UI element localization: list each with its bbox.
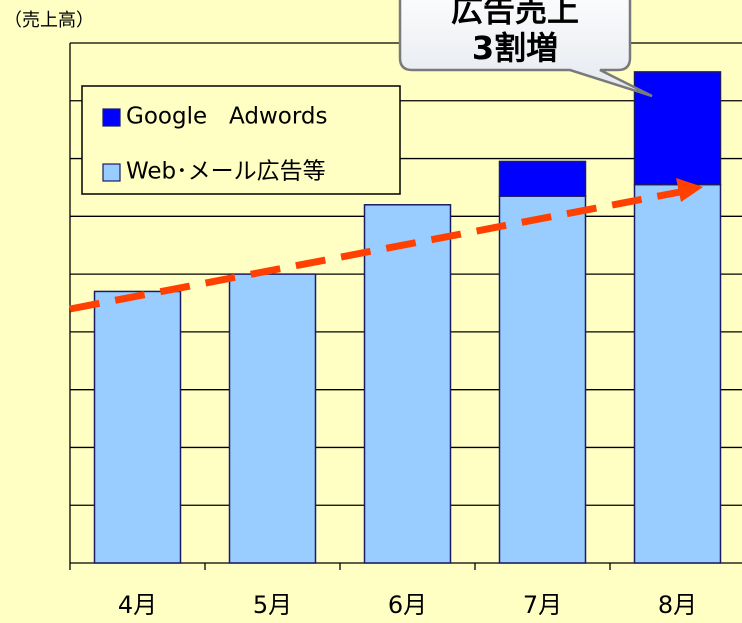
bar-segment: [498, 160, 587, 197]
overlay: 広告売上 3割増 Google Adwords Web･メール広告等: [69, 0, 703, 313]
legend-swatch: [102, 163, 121, 182]
bar-segment: [633, 71, 722, 186]
bar-segment: [633, 183, 722, 564]
legend-label: Web･メール広告等: [126, 159, 326, 185]
x-tick-label: 5月: [253, 591, 292, 619]
bar-segment: [498, 195, 587, 564]
arrow-head: [676, 178, 703, 202]
bar-segment: [228, 273, 317, 564]
x-tick-label: 4月: [118, 591, 157, 619]
legend-label: Google Adwords: [126, 104, 328, 130]
x-tick-label: 6月: [388, 591, 427, 619]
x-tick-label: 7月: [523, 591, 562, 619]
legend: [81, 85, 401, 195]
callout-text: 3割増: [472, 29, 558, 67]
bar-segment: [93, 290, 182, 564]
trend-arrow: [69, 188, 681, 313]
legend-swatch: [102, 108, 121, 127]
y-axis-label: （売上高）: [4, 10, 94, 31]
callout: [398, 0, 653, 98]
x-tick-label: 8月: [658, 591, 697, 619]
callout-text: 広告売上: [451, 0, 579, 29]
bar-segment: [363, 204, 452, 564]
